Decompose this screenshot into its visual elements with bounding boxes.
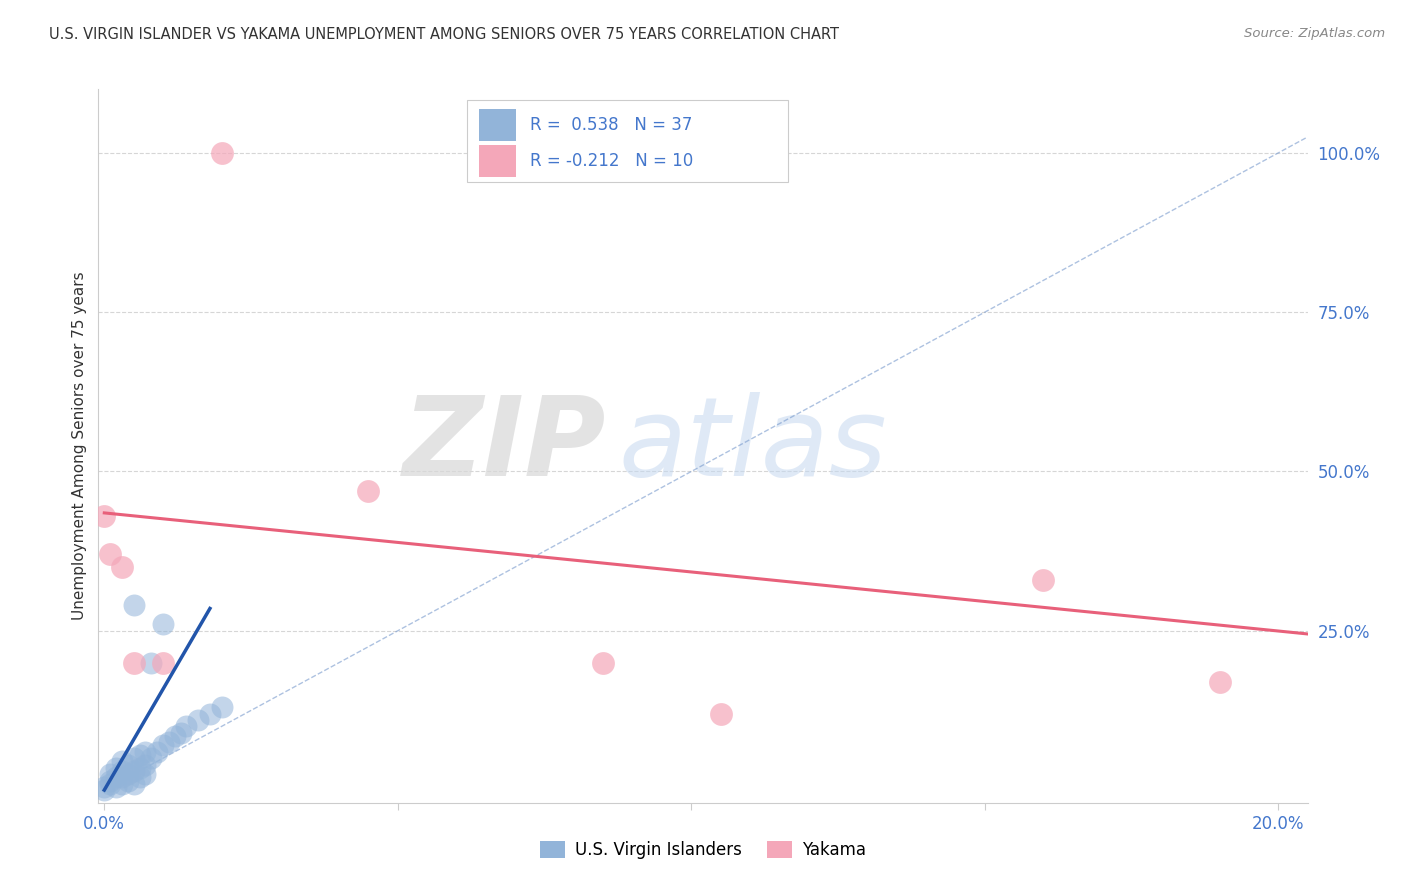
Point: [134, 757, 156, 772]
Point: [128, 747, 150, 762]
Point: [198, 706, 221, 721]
FancyBboxPatch shape: [479, 109, 516, 141]
Point: [141, 656, 163, 670]
Text: R =  0.538   N = 37: R = 0.538 N = 37: [530, 116, 693, 134]
Y-axis label: Unemployment Among Seniors over 75 years: Unemployment Among Seniors over 75 years: [72, 272, 87, 620]
Point: [592, 656, 614, 670]
Point: [152, 656, 174, 670]
Point: [152, 617, 174, 632]
Point: [122, 751, 145, 765]
Point: [111, 560, 134, 574]
Point: [111, 770, 134, 784]
Text: ZIP: ZIP: [402, 392, 606, 500]
Point: [357, 483, 380, 498]
Text: R = -0.212   N = 10: R = -0.212 N = 10: [530, 152, 693, 169]
Point: [141, 751, 163, 765]
Point: [152, 739, 174, 753]
Point: [111, 764, 134, 778]
Point: [105, 770, 128, 784]
Point: [122, 764, 145, 778]
Point: [187, 713, 209, 727]
Point: [111, 777, 134, 791]
Point: [128, 761, 150, 775]
Point: [1032, 573, 1054, 587]
Point: [128, 770, 150, 784]
Point: [176, 719, 198, 733]
Point: [146, 745, 169, 759]
Text: atlas: atlas: [619, 392, 887, 500]
Point: [98, 777, 121, 791]
Point: [211, 700, 233, 714]
Point: [93, 509, 115, 524]
Point: [93, 783, 115, 797]
Legend: U.S. Virgin Islanders, Yakama: U.S. Virgin Islanders, Yakama: [533, 834, 873, 866]
Point: [710, 706, 733, 721]
Point: [211, 145, 233, 160]
Point: [157, 735, 180, 749]
Point: [134, 745, 156, 759]
Point: [117, 767, 139, 781]
Point: [169, 725, 191, 739]
Point: [1208, 674, 1230, 689]
Point: [98, 773, 121, 788]
Point: [93, 780, 115, 794]
Point: [122, 777, 145, 791]
Point: [105, 780, 128, 794]
Point: [163, 729, 186, 743]
Text: Source: ZipAtlas.com: Source: ZipAtlas.com: [1244, 27, 1385, 40]
Point: [98, 767, 121, 781]
FancyBboxPatch shape: [479, 145, 516, 177]
Point: [122, 656, 145, 670]
Point: [117, 773, 139, 788]
Point: [122, 599, 145, 613]
Point: [134, 767, 156, 781]
Point: [111, 755, 134, 769]
Point: [117, 757, 139, 772]
Point: [105, 761, 128, 775]
Point: [98, 547, 121, 561]
FancyBboxPatch shape: [467, 100, 787, 182]
Text: U.S. VIRGIN ISLANDER VS YAKAMA UNEMPLOYMENT AMONG SENIORS OVER 75 YEARS CORRELAT: U.S. VIRGIN ISLANDER VS YAKAMA UNEMPLOYM…: [49, 27, 839, 42]
